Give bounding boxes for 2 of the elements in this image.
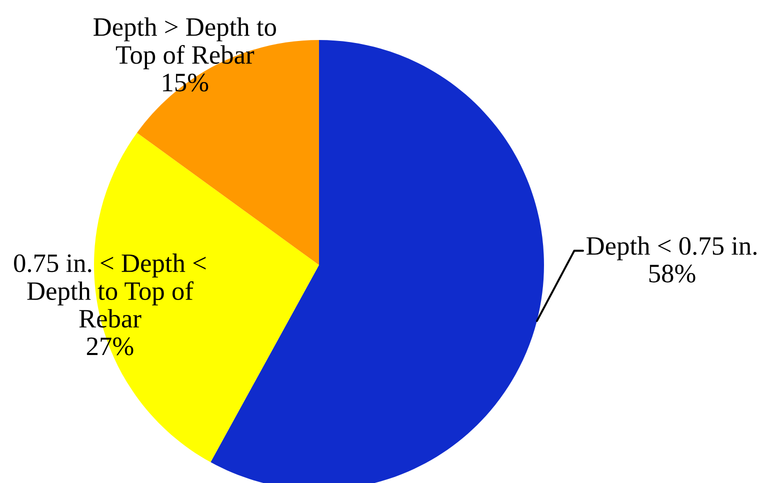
data-label: 58% [649,264,696,283]
slice-label: Depth < 0.75 in. [586,236,757,260]
